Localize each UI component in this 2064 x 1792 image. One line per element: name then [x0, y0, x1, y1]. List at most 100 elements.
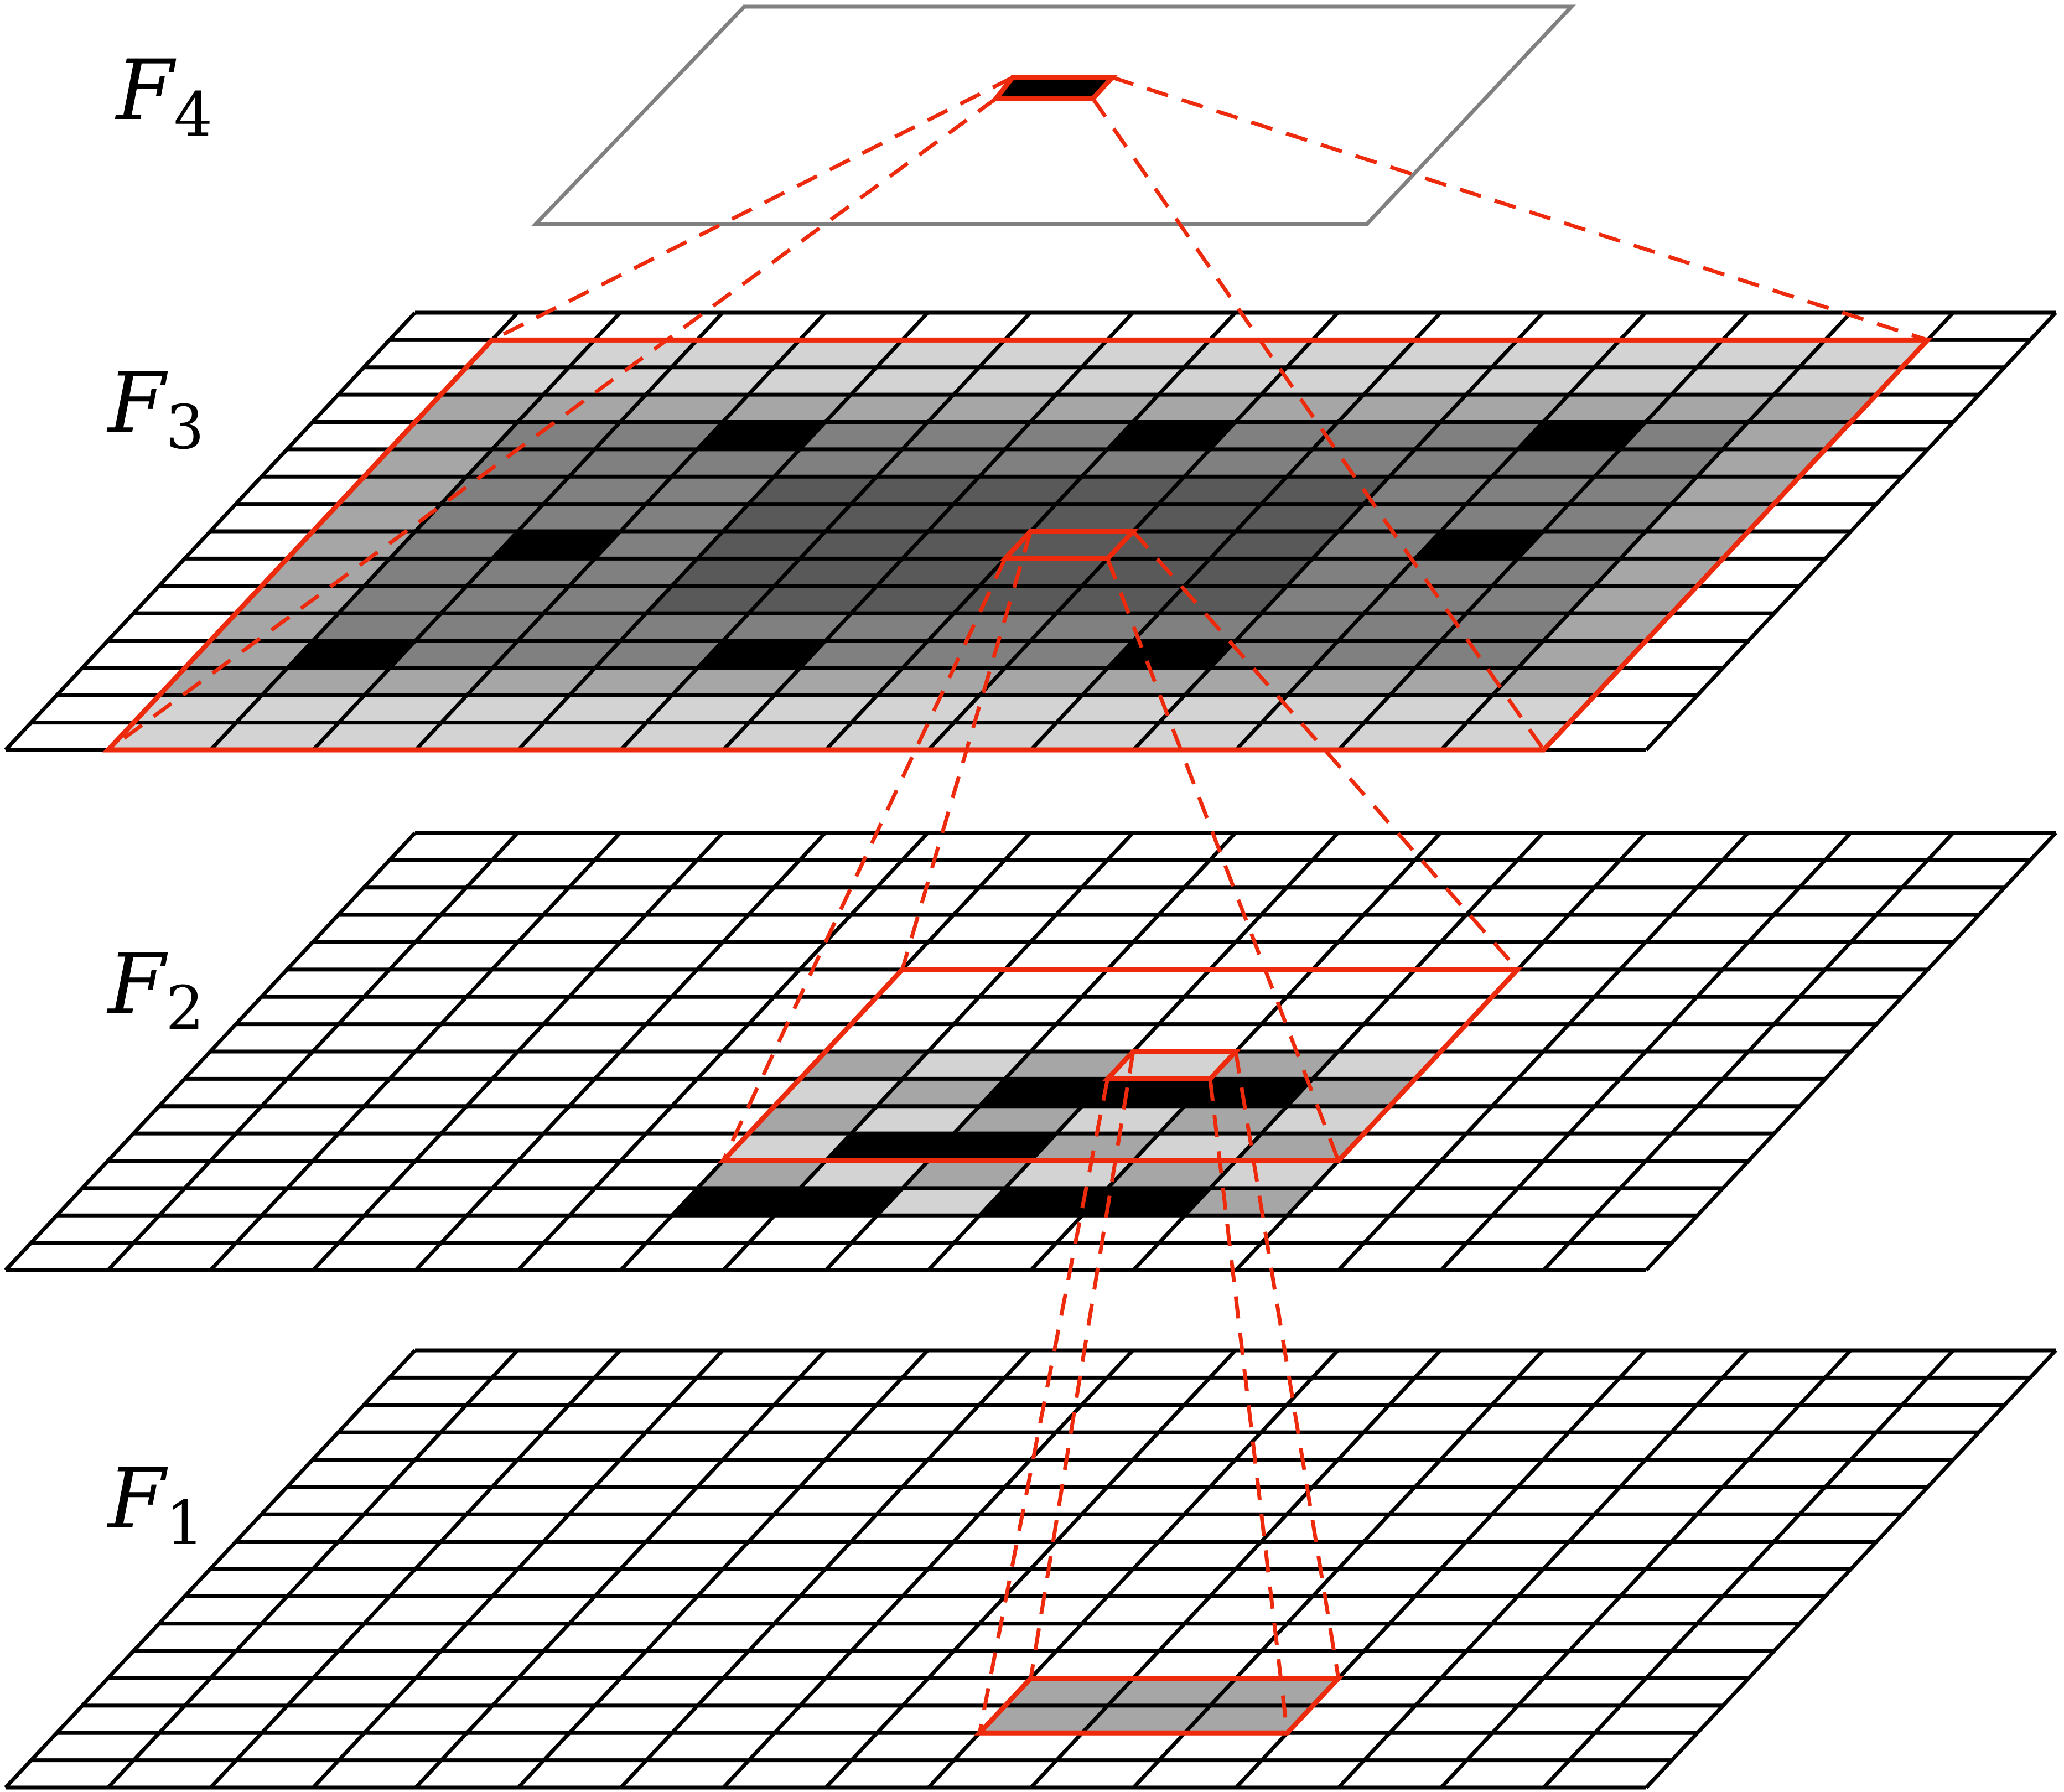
- grid-cell: [1902, 1377, 2030, 1405]
- grid-cell: [1313, 1569, 1441, 1597]
- grid-cell: [236, 586, 365, 614]
- grid-cell: [851, 1405, 979, 1433]
- grid-cell: [82, 1678, 211, 1706]
- grid-cell: [210, 1760, 339, 1788]
- grid-cell: [1594, 1377, 1723, 1405]
- grid-cell: [1338, 1651, 1467, 1679]
- grid-cell: [927, 395, 1056, 422]
- grid-cell: [723, 1651, 852, 1679]
- grid-cell: [1466, 1623, 1595, 1651]
- grid-cell: [1569, 997, 1697, 1024]
- grid-cell: [440, 1514, 569, 1542]
- grid-cell: [672, 558, 800, 586]
- grid-cell: [620, 395, 749, 422]
- grid-cell: [620, 1760, 749, 1788]
- grid-cell: [492, 1052, 621, 1079]
- grid-cell: [646, 1106, 775, 1134]
- grid-cell: [415, 1541, 544, 1569]
- grid-col-line: [1645, 831, 2057, 1272]
- grid-cell: [1056, 1514, 1185, 1542]
- grid-cell: [6, 1760, 134, 1788]
- grid-col-line: [312, 311, 724, 752]
- grid-cell: [210, 722, 339, 750]
- grid-cell: [466, 340, 595, 367]
- grid-cell: [1159, 695, 1288, 723]
- grid-cell: [339, 695, 467, 723]
- grid-cell: [1364, 1215, 1492, 1243]
- grid-cell: [313, 613, 442, 641]
- projection-line: [977, 1078, 1109, 1733]
- grid-cell: [1338, 1133, 1467, 1161]
- grid-cell: [1799, 340, 1928, 367]
- grid-cell: [979, 969, 1108, 997]
- grid-cell: [1287, 340, 1415, 367]
- grid-cell: [1184, 558, 1313, 586]
- grid-cell: [825, 915, 954, 942]
- grid-cell: [1723, 1459, 1851, 1487]
- grid-col-line: [619, 311, 1032, 752]
- projection-line: [900, 531, 1033, 970]
- grid-cell: [1363, 887, 1492, 915]
- grid-cell: [1517, 1459, 1646, 1487]
- grid-cell: [620, 1541, 749, 1569]
- grid-cell: [953, 367, 1082, 395]
- grid-cell: [1671, 586, 1800, 614]
- grid-cell: [261, 1079, 390, 1106]
- grid-cell: [466, 860, 595, 888]
- grid-cell: [851, 695, 980, 723]
- grid-cell: [1363, 997, 1492, 1024]
- grid-cell: [236, 1514, 364, 1542]
- grid-cell: [1312, 422, 1441, 449]
- grid-cell: [877, 449, 1005, 477]
- grid-cell: [697, 1678, 826, 1706]
- grid-cell: [82, 1161, 211, 1188]
- grid-cell: [1517, 422, 1646, 449]
- grid-cell: [1414, 1350, 1543, 1378]
- grid-cell: [159, 1705, 288, 1733]
- grid-cell: [800, 1052, 929, 1079]
- grid-cell: [56, 667, 185, 696]
- grid-cell: [800, 531, 929, 559]
- grid-cell: [1850, 915, 1979, 942]
- grid-cell: [1594, 1596, 1723, 1624]
- grid-col-line: [106, 1349, 519, 1789]
- grid-cell: [1236, 613, 1364, 641]
- projection-line: [721, 557, 1007, 1162]
- grid-cell: [492, 422, 620, 449]
- grid-cell: [1825, 833, 1953, 861]
- grid-cell: [1620, 1459, 1749, 1487]
- grid-cell: [1287, 1079, 1415, 1106]
- grid-cell: [415, 613, 544, 641]
- grid-cell: [1184, 449, 1313, 477]
- grid-cell: [364, 667, 492, 696]
- grid-cell: [1466, 1215, 1595, 1243]
- projection-line: [1132, 530, 1520, 971]
- grid-cell: [1107, 1678, 1236, 1706]
- grid-cell: [1697, 449, 1826, 477]
- grid-cell: [1261, 477, 1389, 504]
- grid-cell: [774, 667, 903, 696]
- grid-cell: [1415, 422, 1543, 449]
- grid-cell: [1876, 887, 2005, 915]
- grid-cell: [1595, 1705, 1723, 1733]
- grid-cell: [1107, 1569, 1236, 1597]
- grid-cell: [185, 1161, 313, 1188]
- grid-cell: [1594, 1079, 1723, 1106]
- grid-cell: [826, 1242, 955, 1270]
- grid-cell: [1184, 1377, 1313, 1405]
- grid-cell: [1184, 1596, 1313, 1624]
- grid-cell: [1235, 395, 1364, 422]
- grid-cell: [1210, 531, 1339, 559]
- grid-cell: [1338, 613, 1467, 641]
- grid-cell: [338, 1106, 467, 1134]
- grid-cell: [1107, 942, 1236, 970]
- grid-cell: [1517, 1569, 1646, 1597]
- grid-cell: [826, 1651, 954, 1679]
- grid-cell: [210, 1133, 339, 1161]
- grid-cell: [1927, 313, 2056, 340]
- grid-cell: [1927, 833, 2056, 861]
- grid-cell: [185, 1678, 313, 1706]
- grid-cell: [672, 667, 800, 696]
- grid-cell: [1543, 1432, 1672, 1460]
- layer-planes: [4, 4, 2057, 1790]
